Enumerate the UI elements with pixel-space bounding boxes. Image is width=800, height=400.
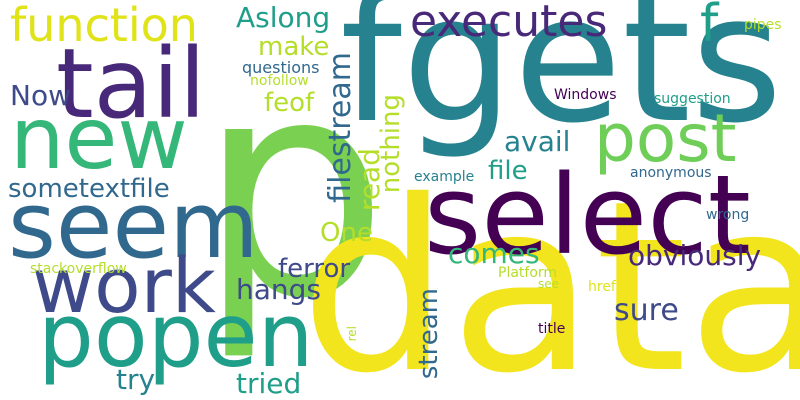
word-obviously: obviously: [628, 239, 762, 272]
word-function: function: [10, 0, 198, 52]
word-feof: feof: [264, 88, 315, 118]
word-filestream: filestream: [323, 52, 358, 203]
word-seem: seem: [8, 172, 259, 279]
word-f: f: [700, 0, 719, 54]
word-try: try: [116, 363, 156, 396]
word-work: work: [32, 241, 216, 330]
word-hangs: hangs: [236, 273, 322, 306]
word-One: One: [320, 218, 373, 248]
word-pipes: pipes: [744, 17, 782, 33]
word-sometextfile: sometextfile: [8, 174, 170, 204]
word-nofollow: nofollow: [250, 73, 309, 89]
word-post: post: [594, 100, 737, 177]
word-fgets: fgets: [340, 0, 783, 162]
word-p: p: [198, 15, 389, 364]
word-wrong: wrong: [706, 207, 750, 223]
word-Now: Now: [10, 79, 71, 112]
word-example: example: [414, 169, 475, 185]
word-avail: avail: [504, 125, 571, 158]
word-nothing: nothing: [376, 94, 406, 194]
word-ferror: ferror: [278, 254, 351, 284]
word-make: make: [258, 32, 330, 62]
word-popen: popen: [38, 284, 314, 387]
word-executes: executes: [410, 0, 608, 47]
word-anonymous: anonymous: [630, 165, 712, 181]
word-tried: tried: [236, 367, 302, 400]
word-file: file: [488, 156, 528, 186]
word-Aslong: Aslong: [236, 1, 331, 34]
word-comes: comes: [448, 237, 540, 270]
word-select: select: [424, 151, 751, 279]
word-Platform: Platform: [498, 265, 558, 281]
word-stream: stream: [414, 288, 444, 380]
word-Windows: Windows: [554, 87, 617, 103]
word-questions: questions: [242, 58, 320, 77]
word-sure: sure: [614, 293, 679, 328]
word-title: title: [538, 321, 566, 337]
word-see: see: [538, 277, 560, 291]
word-stackoverflow: stackoverflow: [30, 261, 127, 277]
word-rel: rel: [345, 326, 359, 342]
word-data: data: [300, 150, 800, 400]
word-tail: tail: [56, 28, 206, 140]
word-href: href: [588, 279, 616, 295]
word-suggestion: suggestion: [654, 91, 731, 107]
word-new: new: [10, 89, 188, 189]
